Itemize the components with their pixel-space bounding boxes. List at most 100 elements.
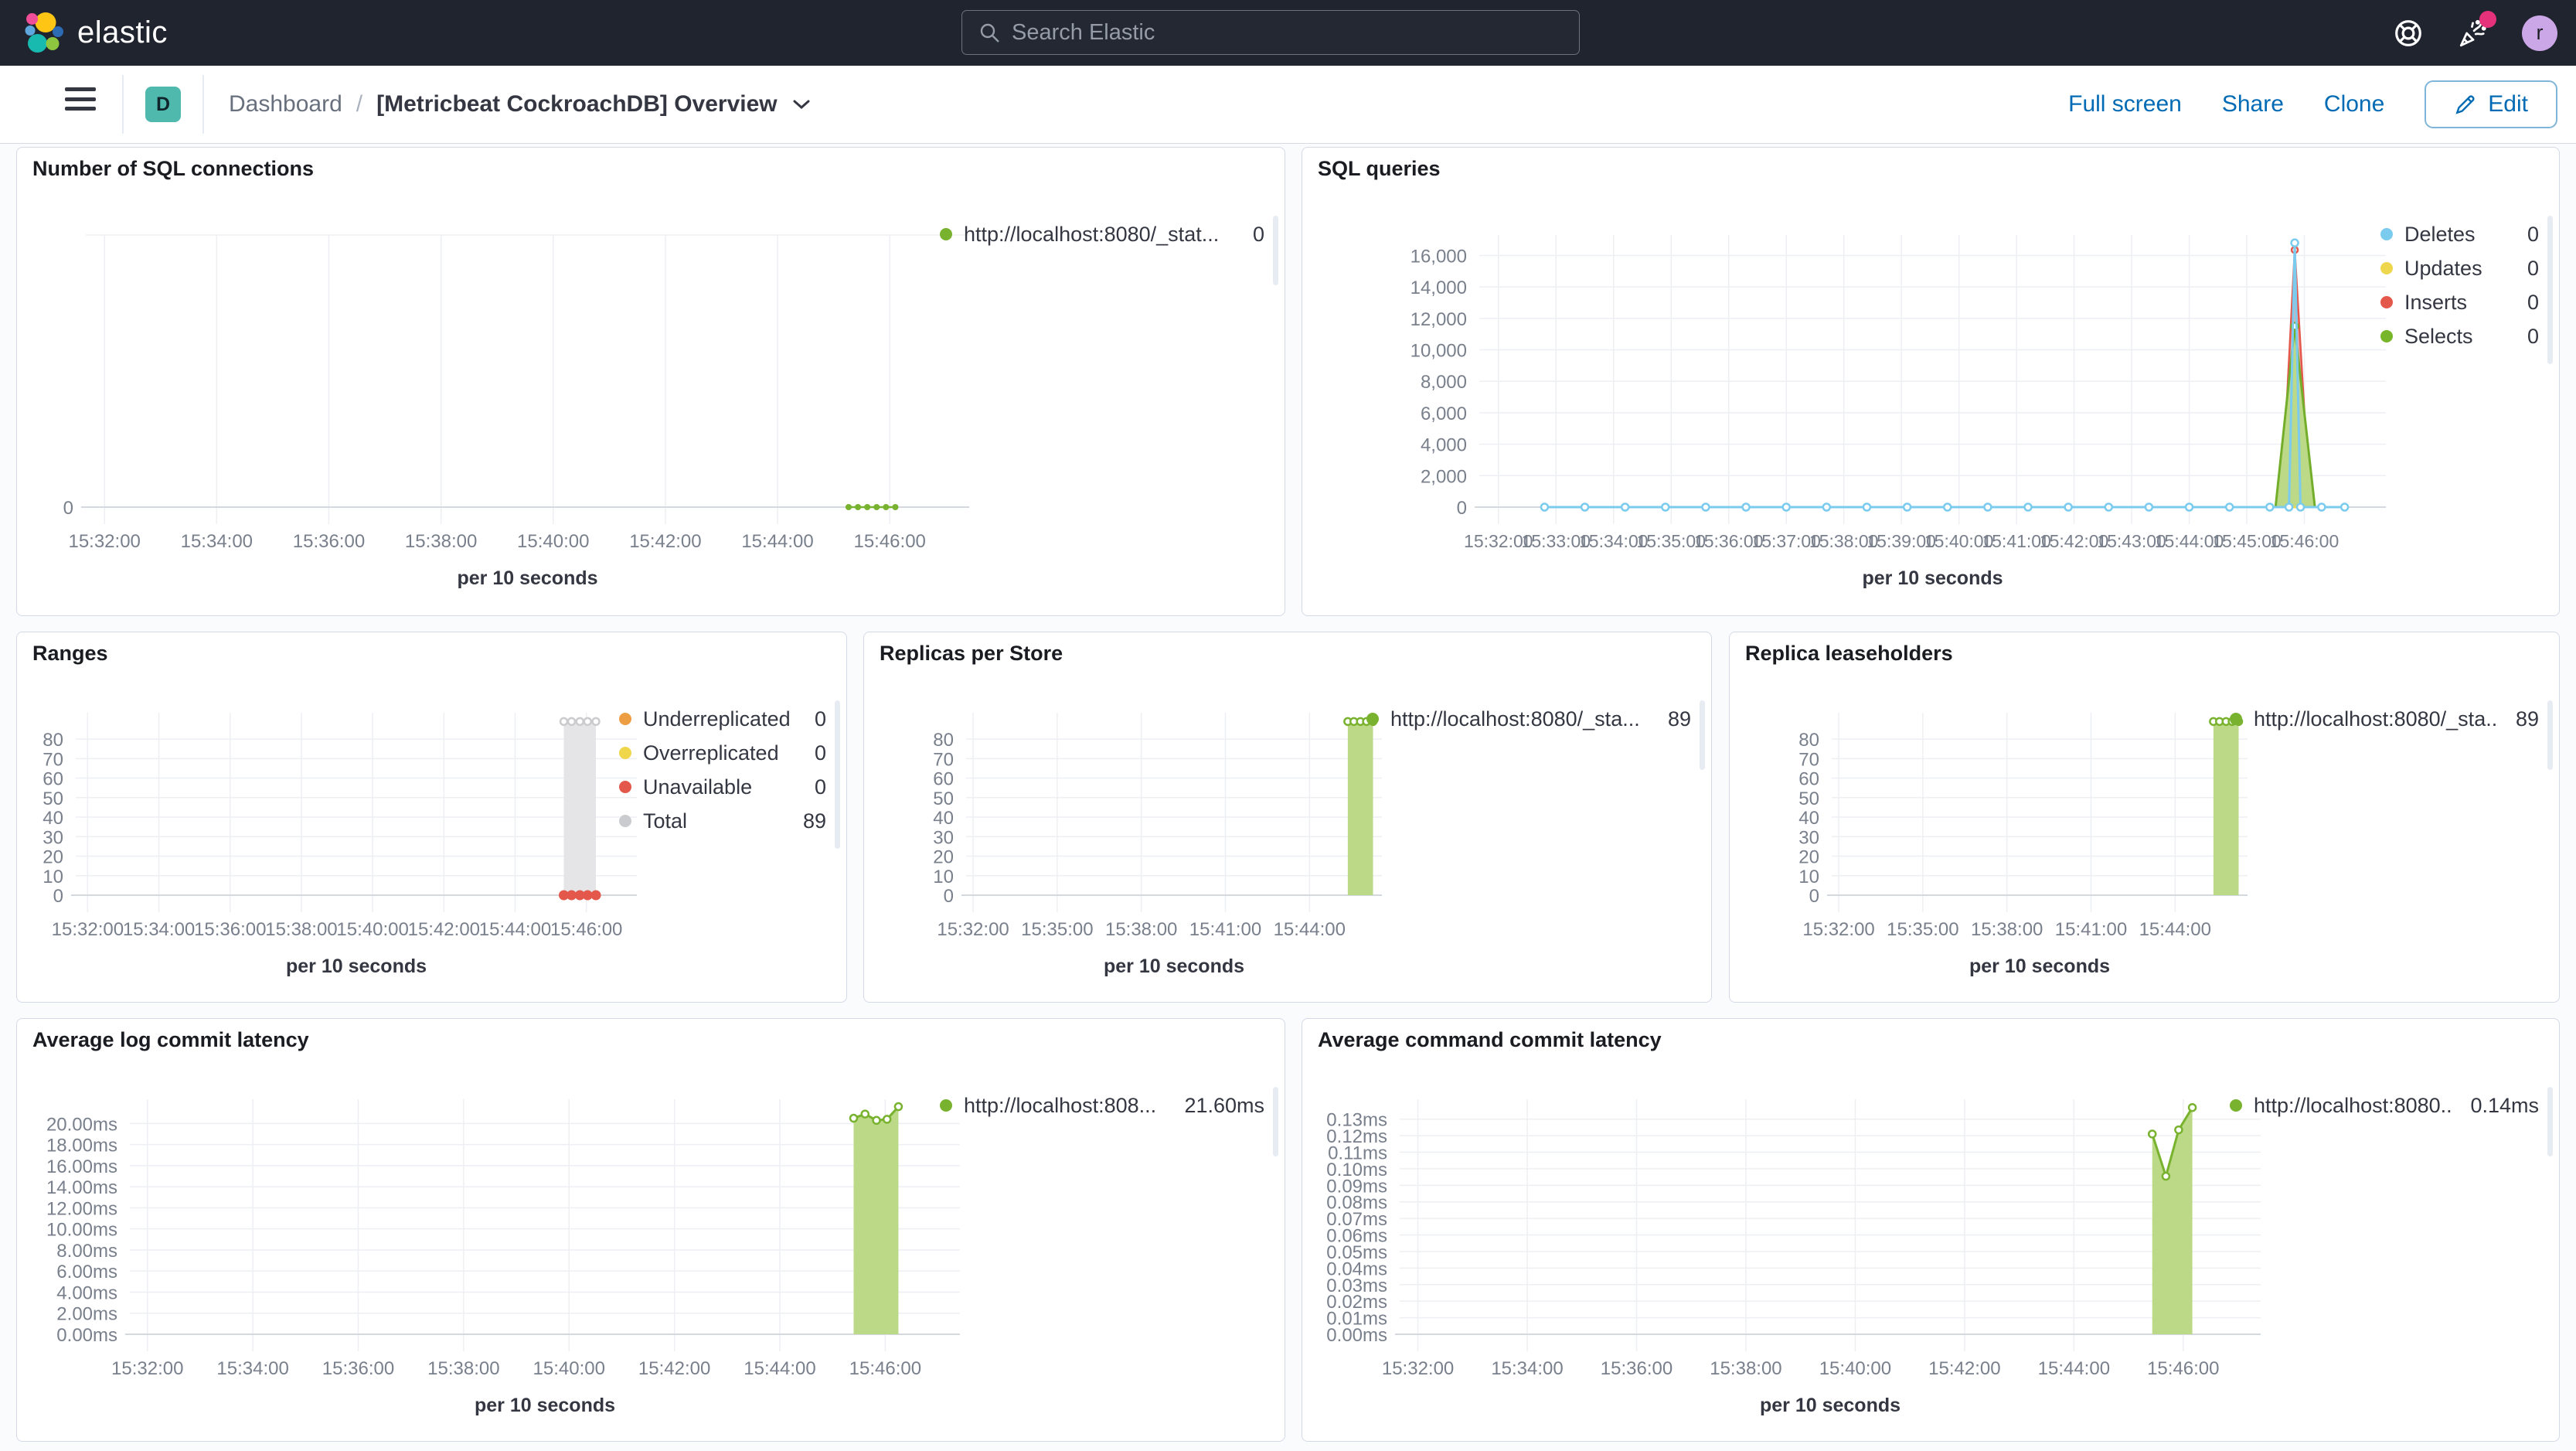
legend-color-dot xyxy=(940,1099,952,1112)
user-avatar[interactable]: r xyxy=(2522,15,2557,51)
svg-text:15:32:00: 15:32:00 xyxy=(68,531,140,552)
panel-title[interactable]: Average log commit latency xyxy=(32,1028,309,1051)
breadcrumb-dashboard-link[interactable]: Dashboard xyxy=(229,91,342,117)
legend-item[interactable]: Inserts 0 xyxy=(2380,285,2539,319)
legend-item[interactable]: Overreplicated 0 xyxy=(619,736,826,770)
legend-scrollbar[interactable] xyxy=(835,700,840,849)
svg-text:15:41:00: 15:41:00 xyxy=(2055,919,2127,940)
help-button[interactable] xyxy=(2394,19,2423,48)
svg-text:15:32:00: 15:32:00 xyxy=(111,1358,183,1379)
svg-text:15:44:00: 15:44:00 xyxy=(744,1358,815,1379)
legend-item[interactable]: Unavailable 0 xyxy=(619,770,826,804)
svg-text:15:32:00: 15:32:00 xyxy=(1382,1358,1454,1379)
legend-scrollbar[interactable] xyxy=(2547,216,2553,364)
legend-scrollbar[interactable] xyxy=(1700,700,1705,770)
panel-title[interactable]: Replicas per Store xyxy=(880,642,1063,665)
edit-button[interactable]: Edit xyxy=(2425,80,2557,128)
svg-text:30: 30 xyxy=(1798,827,1819,848)
legend-item[interactable]: Total 89 xyxy=(619,804,826,838)
title-menu-button[interactable] xyxy=(791,98,812,111)
svg-text:per 10 seconds: per 10 seconds xyxy=(1862,567,2003,589)
svg-text:15:35:00: 15:35:00 xyxy=(1636,531,1706,551)
svg-text:15:38:00: 15:38:00 xyxy=(265,919,337,940)
news-feed-button[interactable] xyxy=(2457,10,2496,49)
svg-text:15:46:00: 15:46:00 xyxy=(2147,1358,2219,1379)
legend-value: 0 xyxy=(1252,222,1264,246)
avg-log-commit-latency-chart[interactable]: 0.00ms 2.00ms 4.00ms 6.00ms 8.00ms 10.00ms 12.… xyxy=(28,1078,969,1427)
legend-scrollbar[interactable] xyxy=(2547,1087,2553,1156)
elastic-logo[interactable]: elastic xyxy=(23,0,168,66)
replica-leaseholders-chart[interactable]: 0 10 20 30 40 50 60 70 80 15:32:00 15:35:00 15:38:0… xyxy=(1741,691,2257,988)
svg-text:15:32:00: 15:32:00 xyxy=(937,919,1009,940)
svg-text:15:40:00: 15:40:00 xyxy=(1924,531,1994,551)
panel-title[interactable]: Ranges xyxy=(32,642,108,665)
svg-text:15:42:00: 15:42:00 xyxy=(1928,1358,2000,1379)
legend-color-dot xyxy=(2230,713,2242,725)
search-placeholder: Search Elastic xyxy=(1012,19,1155,45)
legend-scrollbar[interactable] xyxy=(2547,700,2553,770)
dashboard-toolbar: D Dashboard / [Metricbeat CockroachDB] O… xyxy=(0,66,2576,144)
panel-title[interactable]: Average command commit latency xyxy=(1318,1028,1662,1051)
space-badge[interactable]: D xyxy=(145,87,181,122)
chevron-down-icon xyxy=(793,100,810,110)
legend-color-dot xyxy=(940,228,952,240)
svg-text:20: 20 xyxy=(43,847,63,868)
legend-scrollbar[interactable] xyxy=(1273,216,1278,285)
svg-text:0.02ms: 0.02ms xyxy=(1326,1292,1387,1313)
svg-text:20: 20 xyxy=(1798,847,1819,868)
svg-text:15:40:00: 15:40:00 xyxy=(517,531,589,552)
svg-text:8.00ms: 8.00ms xyxy=(56,1241,117,1262)
svg-text:0.00ms: 0.00ms xyxy=(56,1325,117,1346)
replicas-per-store-chart[interactable]: 0 10 20 30 40 50 60 70 80 15:32:00 15:35:00 15:38:0… xyxy=(875,691,1391,988)
svg-text:15:40:00: 15:40:00 xyxy=(533,1358,605,1379)
svg-text:0.05ms: 0.05ms xyxy=(1326,1242,1387,1263)
toolbar-divider xyxy=(122,75,124,134)
svg-text:0.09ms: 0.09ms xyxy=(1326,1176,1387,1197)
svg-text:15:46:00: 15:46:00 xyxy=(2270,531,2339,551)
panel-title[interactable]: Replica leaseholders xyxy=(1745,642,1953,665)
global-search-input[interactable]: Search Elastic xyxy=(961,10,1580,55)
legend-item[interactable]: http://localhost:8080... 0.14ms xyxy=(2230,1088,2539,1122)
legend-item[interactable]: Selects 0 xyxy=(2380,319,2539,353)
legend-label: Updates xyxy=(2404,256,2482,280)
svg-text:10: 10 xyxy=(43,867,63,887)
panel-average-command-commit-latency: Average command commit latency 0.00ms 0.0… xyxy=(1302,1018,2560,1442)
chart-legend: http://localhost:8080/_stat... 0 xyxy=(940,217,1264,251)
ranges-chart[interactable]: 0 10 20 30 40 50 60 70 80 15:32:00 15:34:00 15:36:0… xyxy=(28,691,646,988)
share-button[interactable]: Share xyxy=(2221,91,2284,117)
svg-text:15:42:00: 15:42:00 xyxy=(629,531,701,552)
legend-item[interactable]: Deletes 0 xyxy=(2380,217,2539,251)
avg-command-commit-latency-chart[interactable]: 0.00ms 0.01ms 0.02ms 0.03ms 0.04ms 0.05ms 0.06… xyxy=(1313,1078,2270,1427)
legend-item[interactable]: http://localhost:8080/_stat... 0 xyxy=(940,217,1264,251)
panel-title[interactable]: Number of SQL connections xyxy=(32,157,315,180)
svg-text:15:43:00: 15:43:00 xyxy=(2097,531,2166,551)
panel-ranges: Ranges 0 10 20 30 40 50 60 70 80 15:32:00 15:34:00… xyxy=(16,632,847,1003)
panel-title[interactable]: SQL queries xyxy=(1318,157,1441,180)
svg-text:70: 70 xyxy=(43,749,63,770)
legend-label: Inserts xyxy=(2404,290,2468,314)
svg-text:80: 80 xyxy=(1798,730,1819,751)
svg-text:70: 70 xyxy=(933,749,954,770)
clone-button[interactable]: Clone xyxy=(2323,91,2385,117)
toolbar-divider xyxy=(202,75,204,134)
legend-item[interactable]: http://localhost:8080/_sta... 89 xyxy=(2230,702,2539,736)
legend-scrollbar[interactable] xyxy=(1273,1087,1278,1156)
legend-item[interactable]: Underreplicated 0 xyxy=(619,702,826,736)
svg-text:16.00ms: 16.00ms xyxy=(46,1156,117,1177)
svg-text:15:34:00: 15:34:00 xyxy=(1579,531,1649,551)
sql-queries-chart[interactable]: 0 2,000 4,000 6,000 8,000 10,000 12,000 14,000 1… xyxy=(1313,213,2395,600)
legend-color-dot xyxy=(2380,296,2393,308)
full-screen-button[interactable]: Full screen xyxy=(2068,91,2182,117)
svg-text:0.03ms: 0.03ms xyxy=(1326,1276,1387,1296)
chart-legend: http://localhost:8080/_sta... 89 xyxy=(1366,702,1691,736)
legend-item[interactable]: Updates 0 xyxy=(2380,251,2539,285)
legend-item[interactable]: http://localhost:8080/_sta... 89 xyxy=(1366,702,1691,736)
legend-label: Overreplicated xyxy=(643,741,779,765)
svg-text:15:44:00: 15:44:00 xyxy=(2139,919,2211,940)
menu-hamburger-button[interactable] xyxy=(65,87,96,111)
svg-text:per 10 seconds: per 10 seconds xyxy=(1104,955,1244,977)
legend-item[interactable]: http://localhost:808... 21.60ms xyxy=(940,1088,1264,1122)
sql-connections-chart[interactable]: 0 15:32:00 15:34:00 15:36:00 15:38:00 15:40:0… xyxy=(28,213,978,600)
